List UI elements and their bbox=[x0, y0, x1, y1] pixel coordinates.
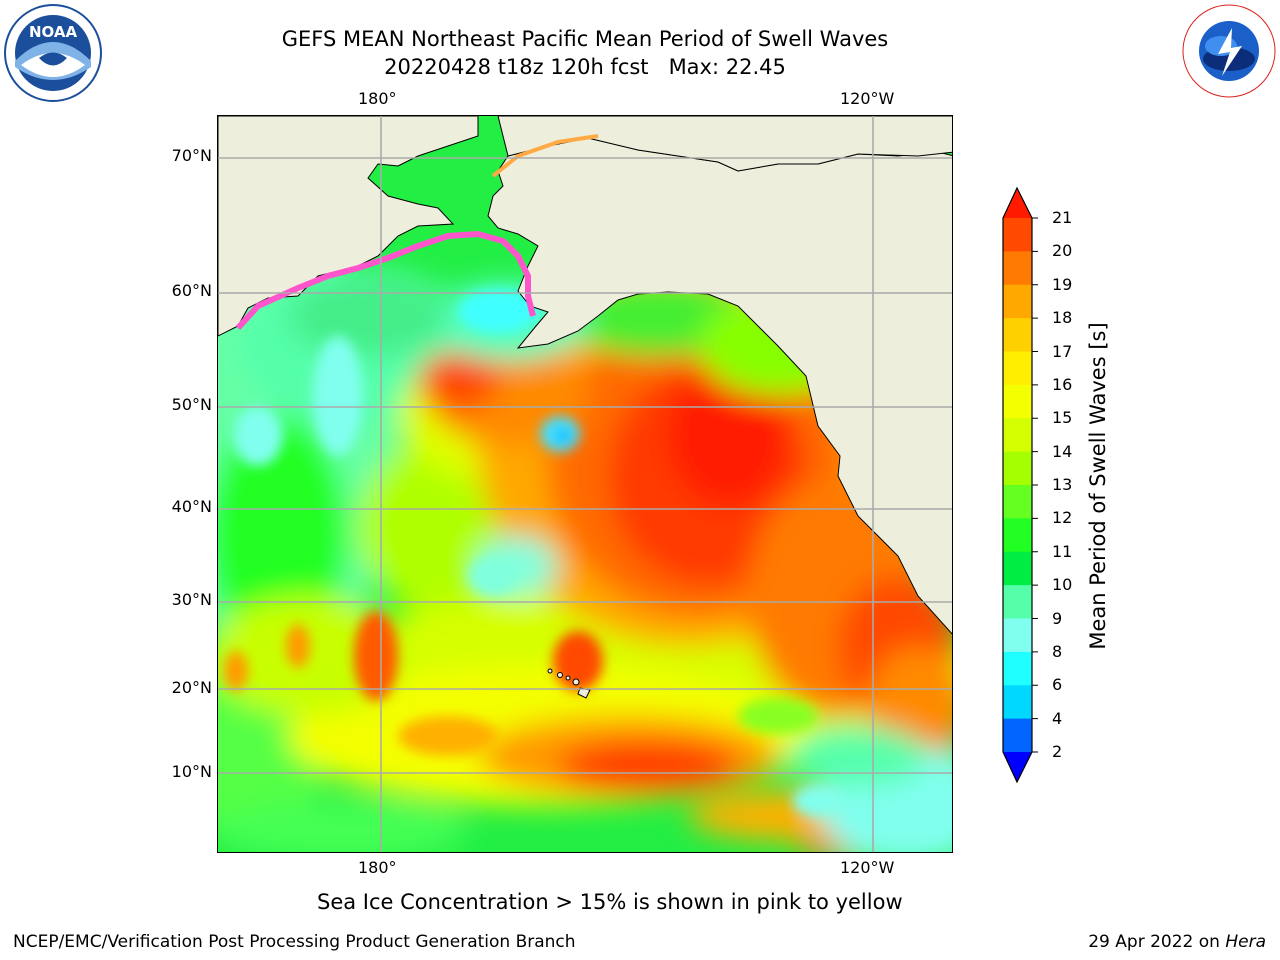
colorbar-title: Mean Period of Swell Waves [s] bbox=[1086, 322, 1110, 650]
swell-field-detail bbox=[224, 289, 843, 816]
lat-tick-50n: 50°N bbox=[171, 395, 212, 414]
colorbar-tick-label: 12 bbox=[1052, 508, 1073, 528]
colorbar-segment bbox=[1003, 251, 1032, 286]
colorbar-segment bbox=[1003, 651, 1032, 686]
colorbar-segment bbox=[1003, 351, 1032, 386]
sea-ice-edge bbox=[235, 230, 536, 331]
colorbar-segment bbox=[1003, 218, 1032, 252]
colorbar-tick-label: 2 bbox=[1052, 742, 1063, 761]
lat-tick-20n: 20°N bbox=[171, 678, 212, 697]
lat-tick-10n: 10°N bbox=[171, 762, 212, 781]
noaa-logo-text: NOAA bbox=[28, 23, 78, 41]
colorbar-segment bbox=[1003, 384, 1032, 419]
footer-host: Hera bbox=[1225, 932, 1266, 952]
colorbar-extend-max bbox=[1003, 188, 1032, 218]
chart-title: GEFS MEAN Northeast Pacific Mean Period … bbox=[281, 27, 889, 51]
colorbar-tick-label: 10 bbox=[1052, 575, 1073, 595]
colorbar-segment bbox=[1003, 418, 1032, 453]
colorbar-segments bbox=[1003, 188, 1032, 782]
map-panel bbox=[217, 115, 953, 853]
colorbar-segment bbox=[1003, 551, 1032, 586]
colorbar-tick-label: 19 bbox=[1052, 274, 1073, 294]
colorbar-tick-label: 20 bbox=[1052, 241, 1073, 261]
lon-tick-bottom-180: 180° bbox=[358, 858, 397, 877]
colorbar-segment bbox=[1003, 451, 1032, 486]
colorbar-tick-label: 8 bbox=[1052, 641, 1063, 661]
colorbar-segment bbox=[1003, 318, 1032, 353]
colorbar-tick-label: 21 bbox=[1052, 208, 1073, 227]
colorbar-tick-label: 4 bbox=[1052, 708, 1063, 728]
lat-tick-40n: 40°N bbox=[171, 497, 212, 516]
sea-ice-note: Sea Ice Concentration > 15% is shown in … bbox=[317, 890, 903, 914]
noaa-logo: NOAA bbox=[3, 3, 103, 103]
colorbar-tick-label: 6 bbox=[1052, 675, 1063, 695]
footer-credit: NCEP/EMC/Verification Post Processing Pr… bbox=[13, 932, 576, 952]
sea-ice-edge-north bbox=[491, 134, 599, 178]
colorbar-segment bbox=[1003, 685, 1032, 720]
footer-date: 29 Apr 2022 on Hera bbox=[1088, 932, 1266, 952]
lat-tick-70n: 70°N bbox=[171, 146, 212, 165]
graticule bbox=[218, 116, 952, 852]
footer-date-text: 29 Apr 2022 on bbox=[1088, 932, 1226, 952]
colorbar-segment bbox=[1003, 618, 1032, 653]
colorbar-segment bbox=[1003, 585, 1032, 620]
colorbar-segment bbox=[1003, 518, 1032, 553]
colorbar-segment bbox=[1003, 718, 1032, 753]
colorbar bbox=[1002, 186, 1038, 784]
chart-subtitle: 20220428 t18z 120h fcst Max: 22.45 bbox=[384, 55, 786, 79]
swell-period-map bbox=[218, 116, 952, 852]
colorbar-tick-label: 18 bbox=[1052, 308, 1073, 328]
colorbar-extend-min bbox=[1003, 752, 1032, 782]
colorbar-tick-label: 9 bbox=[1052, 608, 1063, 628]
lon-tick-top-180: 180° bbox=[358, 89, 397, 108]
colorbar-tick-label: 11 bbox=[1052, 541, 1073, 561]
colorbar-tick-label: 13 bbox=[1052, 475, 1073, 494]
colorbar-tick-label: 16 bbox=[1052, 374, 1073, 394]
colorbar-tick-label: 15 bbox=[1052, 408, 1073, 428]
lat-tick-60n: 60°N bbox=[171, 281, 212, 300]
colorbar-segment bbox=[1003, 485, 1032, 519]
nws-logo bbox=[1180, 2, 1278, 100]
lon-tick-top-120w: 120°W bbox=[840, 89, 895, 108]
colorbar-tick-label: 14 bbox=[1052, 441, 1073, 461]
lon-tick-bottom-120w: 120°W bbox=[840, 858, 895, 877]
colorbar-segment bbox=[1003, 284, 1032, 319]
colorbar-tick-label: 17 bbox=[1052, 341, 1073, 361]
lat-tick-30n: 30°N bbox=[171, 590, 212, 609]
